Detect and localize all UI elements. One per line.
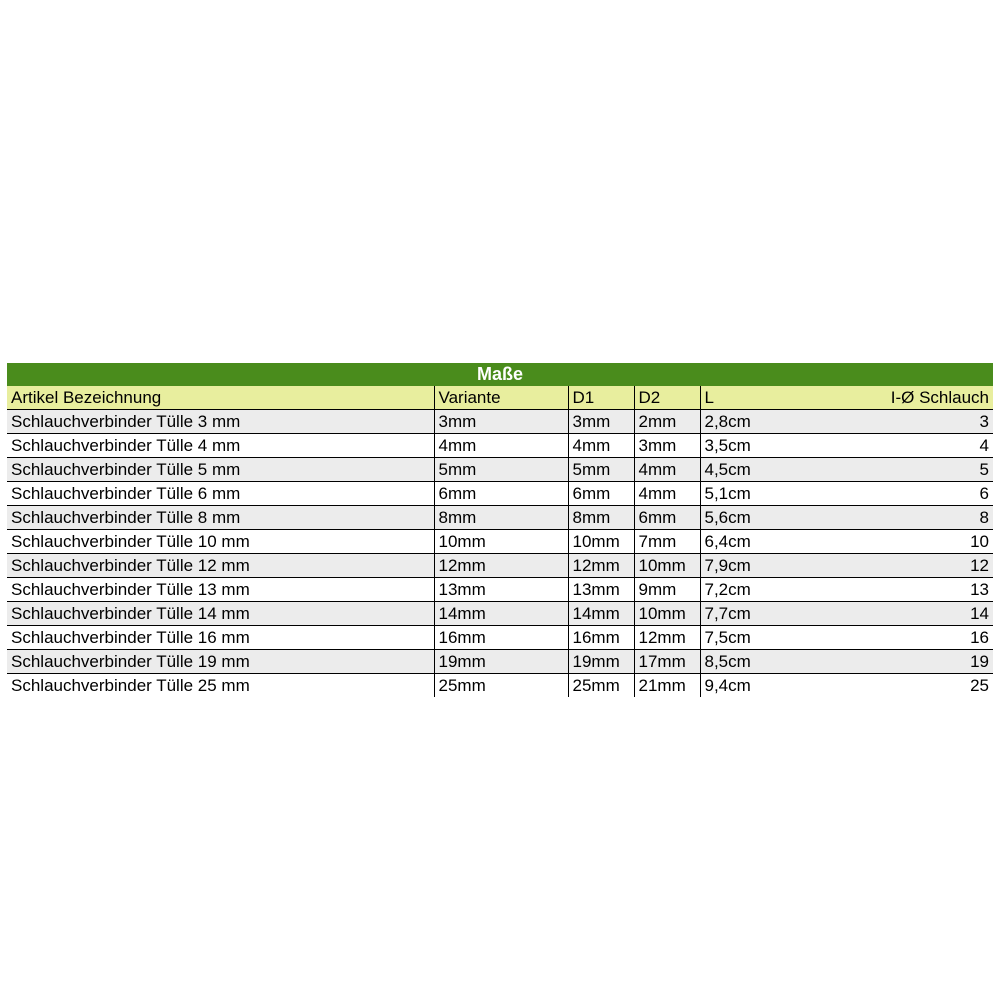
cell-l: 5,1cm bbox=[700, 482, 843, 506]
cell-l: 2,8cm bbox=[700, 410, 843, 434]
cell-ischlauch: 10 bbox=[843, 530, 993, 554]
cell-l: 6,4cm bbox=[700, 530, 843, 554]
cell-artikel: Schlauchverbinder Tülle 12 mm bbox=[7, 554, 434, 578]
cell-d1: 3mm bbox=[568, 410, 634, 434]
column-header-ischlauch: I-Ø Schlauch bbox=[843, 386, 993, 410]
cell-artikel: Schlauchverbinder Tülle 5 mm bbox=[7, 458, 434, 482]
cell-l: 7,2cm bbox=[700, 578, 843, 602]
table-row: Schlauchverbinder Tülle 4 mm4mm4mm3mm3,5… bbox=[7, 434, 993, 458]
cell-variante: 10mm bbox=[434, 530, 568, 554]
table-row: Schlauchverbinder Tülle 13 mm13mm13mm9mm… bbox=[7, 578, 993, 602]
cell-ischlauch: 6 bbox=[843, 482, 993, 506]
cell-artikel: Schlauchverbinder Tülle 19 mm bbox=[7, 650, 434, 674]
cell-variante: 13mm bbox=[434, 578, 568, 602]
dimensions-table-container: Maße Artikel BezeichnungVarianteD1D2LI-Ø… bbox=[7, 363, 993, 697]
cell-d2: 17mm bbox=[634, 650, 700, 674]
cell-d1: 13mm bbox=[568, 578, 634, 602]
cell-d2: 6mm bbox=[634, 506, 700, 530]
column-header-variante: Variante bbox=[434, 386, 568, 410]
cell-variante: 12mm bbox=[434, 554, 568, 578]
cell-d1: 16mm bbox=[568, 626, 634, 650]
cell-variante: 3mm bbox=[434, 410, 568, 434]
cell-d1: 12mm bbox=[568, 554, 634, 578]
cell-l: 9,4cm bbox=[700, 674, 843, 698]
cell-ischlauch: 3 bbox=[843, 410, 993, 434]
cell-variante: 16mm bbox=[434, 626, 568, 650]
cell-ischlauch: 19 bbox=[843, 650, 993, 674]
column-header-artikel: Artikel Bezeichnung bbox=[7, 386, 434, 410]
cell-artikel: Schlauchverbinder Tülle 8 mm bbox=[7, 506, 434, 530]
cell-ischlauch: 13 bbox=[843, 578, 993, 602]
table-title: Maße bbox=[7, 363, 993, 386]
cell-artikel: Schlauchverbinder Tülle 14 mm bbox=[7, 602, 434, 626]
dimensions-table: Maße Artikel BezeichnungVarianteD1D2LI-Ø… bbox=[7, 363, 993, 697]
table-row: Schlauchverbinder Tülle 25 mm25mm25mm21m… bbox=[7, 674, 993, 698]
table-row: Schlauchverbinder Tülle 10 mm10mm10mm7mm… bbox=[7, 530, 993, 554]
cell-artikel: Schlauchverbinder Tülle 6 mm bbox=[7, 482, 434, 506]
table-row: Schlauchverbinder Tülle 12 mm12mm12mm10m… bbox=[7, 554, 993, 578]
cell-variante: 6mm bbox=[434, 482, 568, 506]
cell-d2: 4mm bbox=[634, 458, 700, 482]
table-header-row: Artikel BezeichnungVarianteD1D2LI-Ø Schl… bbox=[7, 386, 993, 410]
cell-ischlauch: 25 bbox=[843, 674, 993, 698]
cell-d1: 14mm bbox=[568, 602, 634, 626]
cell-artikel: Schlauchverbinder Tülle 3 mm bbox=[7, 410, 434, 434]
cell-d2: 21mm bbox=[634, 674, 700, 698]
cell-artikel: Schlauchverbinder Tülle 16 mm bbox=[7, 626, 434, 650]
cell-variante: 19mm bbox=[434, 650, 568, 674]
column-header-d2: D2 bbox=[634, 386, 700, 410]
column-header-l: L bbox=[700, 386, 843, 410]
cell-d2: 9mm bbox=[634, 578, 700, 602]
cell-ischlauch: 14 bbox=[843, 602, 993, 626]
cell-ischlauch: 4 bbox=[843, 434, 993, 458]
cell-artikel: Schlauchverbinder Tülle 4 mm bbox=[7, 434, 434, 458]
cell-d2: 7mm bbox=[634, 530, 700, 554]
cell-l: 7,7cm bbox=[700, 602, 843, 626]
cell-d2: 3mm bbox=[634, 434, 700, 458]
cell-l: 7,5cm bbox=[700, 626, 843, 650]
table-row: Schlauchverbinder Tülle 3 mm3mm3mm2mm2,8… bbox=[7, 410, 993, 434]
table-row: Schlauchverbinder Tülle 8 mm8mm8mm6mm5,6… bbox=[7, 506, 993, 530]
cell-variante: 25mm bbox=[434, 674, 568, 698]
cell-d1: 6mm bbox=[568, 482, 634, 506]
cell-d1: 19mm bbox=[568, 650, 634, 674]
column-header-d1: D1 bbox=[568, 386, 634, 410]
cell-l: 3,5cm bbox=[700, 434, 843, 458]
table-row: Schlauchverbinder Tülle 6 mm6mm6mm4mm5,1… bbox=[7, 482, 993, 506]
cell-variante: 8mm bbox=[434, 506, 568, 530]
cell-ischlauch: 8 bbox=[843, 506, 993, 530]
cell-ischlauch: 12 bbox=[843, 554, 993, 578]
cell-artikel: Schlauchverbinder Tülle 10 mm bbox=[7, 530, 434, 554]
table-row: Schlauchverbinder Tülle 19 mm19mm19mm17m… bbox=[7, 650, 993, 674]
cell-d1: 10mm bbox=[568, 530, 634, 554]
cell-d1: 25mm bbox=[568, 674, 634, 698]
cell-artikel: Schlauchverbinder Tülle 25 mm bbox=[7, 674, 434, 698]
cell-d2: 10mm bbox=[634, 554, 700, 578]
cell-variante: 5mm bbox=[434, 458, 568, 482]
cell-variante: 4mm bbox=[434, 434, 568, 458]
cell-d1: 4mm bbox=[568, 434, 634, 458]
cell-artikel: Schlauchverbinder Tülle 13 mm bbox=[7, 578, 434, 602]
table-body: Schlauchverbinder Tülle 3 mm3mm3mm2mm2,8… bbox=[7, 410, 993, 698]
cell-d2: 2mm bbox=[634, 410, 700, 434]
cell-d2: 10mm bbox=[634, 602, 700, 626]
cell-ischlauch: 5 bbox=[843, 458, 993, 482]
cell-l: 5,6cm bbox=[700, 506, 843, 530]
cell-l: 8,5cm bbox=[700, 650, 843, 674]
cell-l: 7,9cm bbox=[700, 554, 843, 578]
cell-variante: 14mm bbox=[434, 602, 568, 626]
cell-d2: 12mm bbox=[634, 626, 700, 650]
table-row: Schlauchverbinder Tülle 14 mm14mm14mm10m… bbox=[7, 602, 993, 626]
cell-ischlauch: 16 bbox=[843, 626, 993, 650]
table-row: Schlauchverbinder Tülle 16 mm16mm16mm12m… bbox=[7, 626, 993, 650]
cell-d2: 4mm bbox=[634, 482, 700, 506]
cell-l: 4,5cm bbox=[700, 458, 843, 482]
cell-d1: 5mm bbox=[568, 458, 634, 482]
table-row: Schlauchverbinder Tülle 5 mm5mm5mm4mm4,5… bbox=[7, 458, 993, 482]
cell-d1: 8mm bbox=[568, 506, 634, 530]
